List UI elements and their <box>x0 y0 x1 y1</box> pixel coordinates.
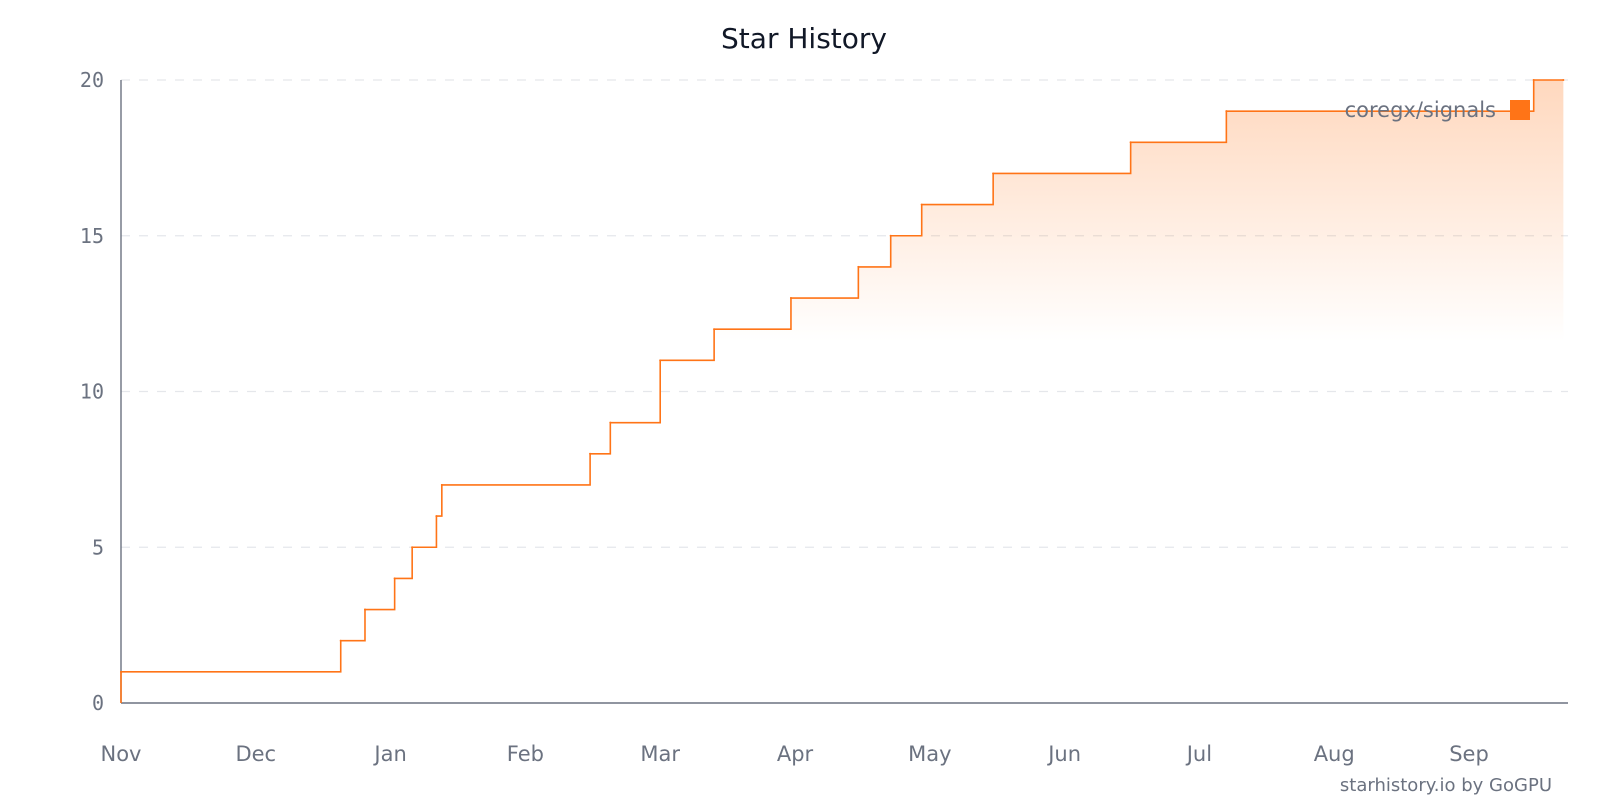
watermark: starhistory.io by GoGPU <box>1340 775 1552 796</box>
x-tick-label: Feb <box>507 742 544 766</box>
data-point <box>920 203 923 206</box>
x-tick-label: Jan <box>372 742 406 766</box>
data-point <box>992 172 995 175</box>
data-point <box>411 546 414 549</box>
x-tick-label: Mar <box>640 742 680 766</box>
series-area <box>121 80 1564 703</box>
data-point <box>440 483 443 486</box>
data-point <box>659 359 662 362</box>
data-point <box>120 670 122 673</box>
data-point <box>609 421 612 424</box>
series-line <box>120 79 1564 703</box>
series-area-fill <box>121 80 1564 703</box>
data-point <box>393 577 396 580</box>
data-point <box>889 234 892 237</box>
data-point <box>1225 110 1228 113</box>
chart-title: Star History <box>721 22 887 55</box>
x-tick-label: Dec <box>235 742 276 766</box>
series-lines <box>120 79 1565 703</box>
legend: coregx/signals <box>1345 98 1530 122</box>
x-tick-label: Nov <box>101 742 142 766</box>
x-tick-label: Jun <box>1046 742 1081 766</box>
data-point <box>363 608 366 611</box>
data-point <box>857 265 860 268</box>
x-tick-label: Jul <box>1185 742 1212 766</box>
x-tick-label: Aug <box>1314 742 1355 766</box>
y-tick-label: 15 <box>80 224 104 248</box>
x-tick-label: Apr <box>777 742 814 766</box>
legend-label: coregx/signals <box>1345 98 1496 122</box>
data-point <box>589 452 592 455</box>
y-tick-label: 5 <box>92 535 104 559</box>
data-point <box>435 515 438 518</box>
data-point <box>713 328 716 331</box>
y-tick-label: 20 <box>80 68 104 92</box>
y-tick-label: 0 <box>92 691 104 715</box>
y-tick-label: 10 <box>80 380 104 404</box>
data-point <box>1129 141 1132 144</box>
x-tick-label: Sep <box>1449 742 1489 766</box>
data-point <box>1562 79 1565 81</box>
axes: 0 5 10 15 20 Nov Dec Jan Feb Mar Apr May Jun Jul Aug Se… <box>80 68 1568 766</box>
data-point <box>1416 110 1419 113</box>
data-point <box>1532 79 1535 81</box>
data-point <box>339 639 342 642</box>
data-point <box>789 297 792 300</box>
legend-swatch <box>1510 100 1530 120</box>
x-tick-label: May <box>908 742 951 766</box>
